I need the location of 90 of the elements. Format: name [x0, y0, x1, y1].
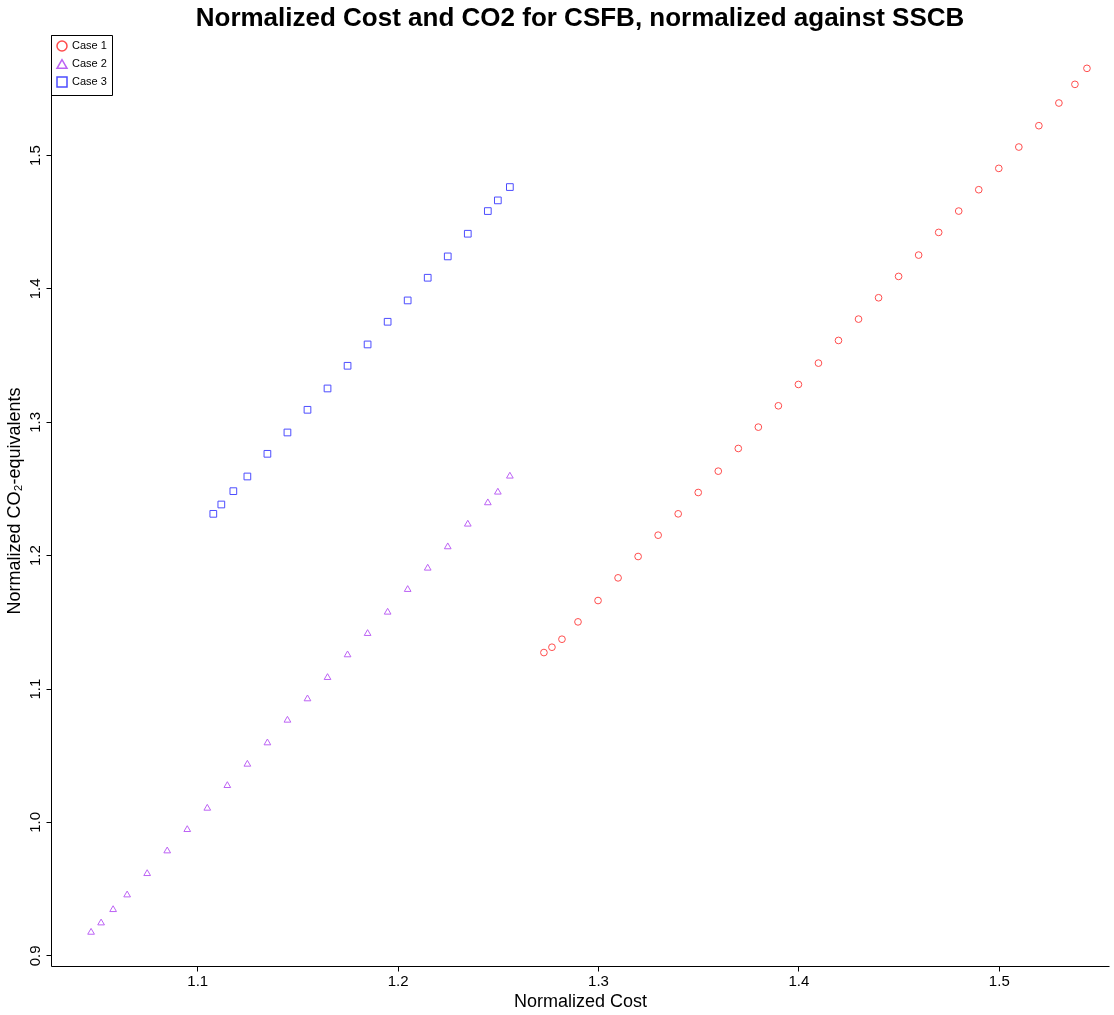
point	[209, 509, 218, 518]
point	[463, 229, 472, 238]
point	[423, 273, 432, 282]
point	[834, 336, 843, 345]
point	[123, 890, 131, 898]
x-tick-label: 1.2	[387, 971, 409, 989]
x-tick-label: 1.1	[187, 971, 209, 989]
point	[754, 423, 763, 431]
point	[614, 574, 622, 582]
point	[203, 803, 212, 811]
legend-label: Case 1	[72, 39, 107, 51]
y-tick-label: 1.4	[25, 278, 43, 300]
x-tick-label: 1.3	[588, 971, 609, 989]
legend-label: Case 3	[72, 75, 107, 87]
point	[363, 340, 372, 349]
point	[483, 207, 492, 215]
point	[558, 635, 566, 644]
point	[109, 905, 117, 913]
point	[954, 207, 963, 215]
point	[874, 293, 883, 302]
point	[323, 384, 332, 393]
y-tick-label: 1.3	[25, 411, 43, 433]
point	[694, 488, 703, 497]
point	[443, 542, 452, 550]
point	[97, 918, 105, 926]
point	[974, 185, 983, 194]
y-tick-label: 1.0	[25, 812, 43, 833]
point	[243, 472, 252, 481]
point	[548, 643, 556, 652]
point	[1035, 121, 1043, 130]
point	[734, 444, 743, 453]
point	[143, 869, 152, 877]
point	[383, 607, 392, 615]
point	[283, 715, 292, 723]
y-tick-label: 1.2	[25, 545, 43, 567]
point	[87, 927, 95, 935]
point	[854, 315, 863, 323]
point	[283, 428, 292, 437]
point	[483, 498, 492, 506]
point	[540, 648, 548, 657]
point	[814, 359, 823, 367]
point	[574, 618, 582, 626]
point	[994, 164, 1003, 173]
y-tick-label: 0.9	[25, 945, 43, 967]
point	[594, 596, 602, 605]
x-axis-title: Normalized Cost	[513, 990, 648, 1011]
x-tick-label: 1.4	[788, 971, 810, 989]
y-tick-label: 1.1	[25, 678, 43, 700]
legend-label: Case 2	[72, 57, 107, 69]
y-tick-label: 1.5	[25, 145, 43, 166]
point	[443, 252, 452, 261]
point	[217, 500, 226, 509]
point	[343, 650, 352, 658]
point	[1055, 99, 1063, 107]
point	[403, 296, 412, 305]
point	[303, 694, 312, 702]
point	[493, 487, 502, 495]
point	[383, 317, 392, 326]
point	[323, 673, 332, 680]
y-axis-title: Normalized CO₂-equivalents	[3, 387, 24, 615]
point	[714, 467, 723, 475]
point	[303, 405, 312, 414]
point	[243, 759, 252, 767]
point	[403, 585, 412, 592]
point	[263, 449, 272, 458]
point	[934, 228, 943, 237]
point	[1071, 80, 1079, 89]
point	[894, 272, 903, 281]
point	[229, 487, 238, 496]
point	[343, 361, 352, 370]
point	[506, 471, 514, 479]
point	[1014, 143, 1023, 151]
point	[794, 380, 803, 389]
point	[774, 401, 783, 410]
point	[914, 251, 923, 259]
point	[263, 738, 272, 746]
point	[463, 519, 472, 527]
point	[493, 196, 502, 205]
point	[223, 781, 232, 789]
chart-title: Normalized Cost and CO2 for CSFB, normalized against SSCB	[195, 2, 965, 32]
point	[1083, 64, 1091, 73]
point	[654, 531, 662, 540]
x-tick-label: 1.5	[988, 971, 1010, 989]
point	[363, 629, 372, 636]
point	[634, 552, 642, 561]
point	[506, 183, 514, 191]
point	[183, 825, 192, 833]
point	[163, 846, 172, 854]
point	[674, 509, 683, 518]
point	[423, 563, 432, 571]
